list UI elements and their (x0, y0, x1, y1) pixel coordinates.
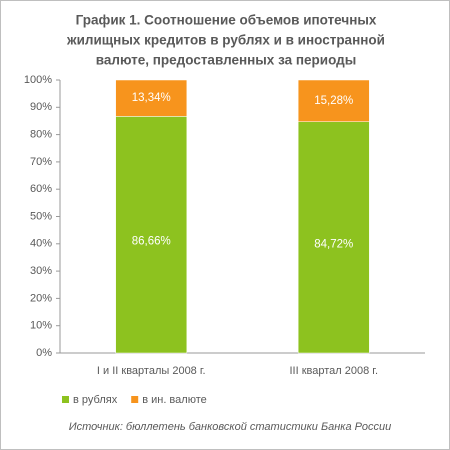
chart-title: График 1. Соотношение объемов ипотечных (76, 13, 377, 28)
y-tick-label: 50% (30, 210, 52, 222)
legend-swatch (62, 396, 69, 403)
y-tick-label: 40% (30, 238, 52, 250)
chart-title: валюте, предоставленных за периоды (96, 53, 356, 68)
bar-segment (297, 79, 370, 122)
bar-segment (115, 79, 188, 117)
value-label: 84,72% (314, 238, 353, 250)
y-tick-label: 10% (30, 320, 52, 332)
y-tick-label: 100% (24, 74, 52, 86)
y-tick-label: 80% (30, 129, 52, 141)
chart-title: жилищных кредитов в рублях и в иностранн… (66, 33, 385, 48)
y-tick-label: 30% (30, 265, 52, 277)
value-label: 15,28% (314, 95, 353, 107)
source-note: Источник: бюллетень банковской статистик… (69, 421, 392, 433)
value-label: 86,66% (132, 236, 171, 248)
legend-label: в ин. валюте (142, 394, 207, 406)
x-tick-label: III квартал 2008 г. (289, 365, 378, 377)
bar-segment (115, 116, 188, 354)
y-tick-label: 20% (30, 292, 52, 304)
y-tick-label: 70% (30, 156, 52, 168)
y-tick-label: 90% (30, 101, 52, 113)
value-label: 13,34% (132, 92, 171, 104)
bar-segment (297, 121, 370, 354)
legend-label: в рублях (73, 394, 118, 406)
x-tick-label: I и II кварталы 2008 г. (97, 365, 206, 377)
y-tick-label: 60% (30, 183, 52, 195)
y-tick-label: 0% (36, 347, 52, 359)
legend-swatch (131, 396, 139, 403)
